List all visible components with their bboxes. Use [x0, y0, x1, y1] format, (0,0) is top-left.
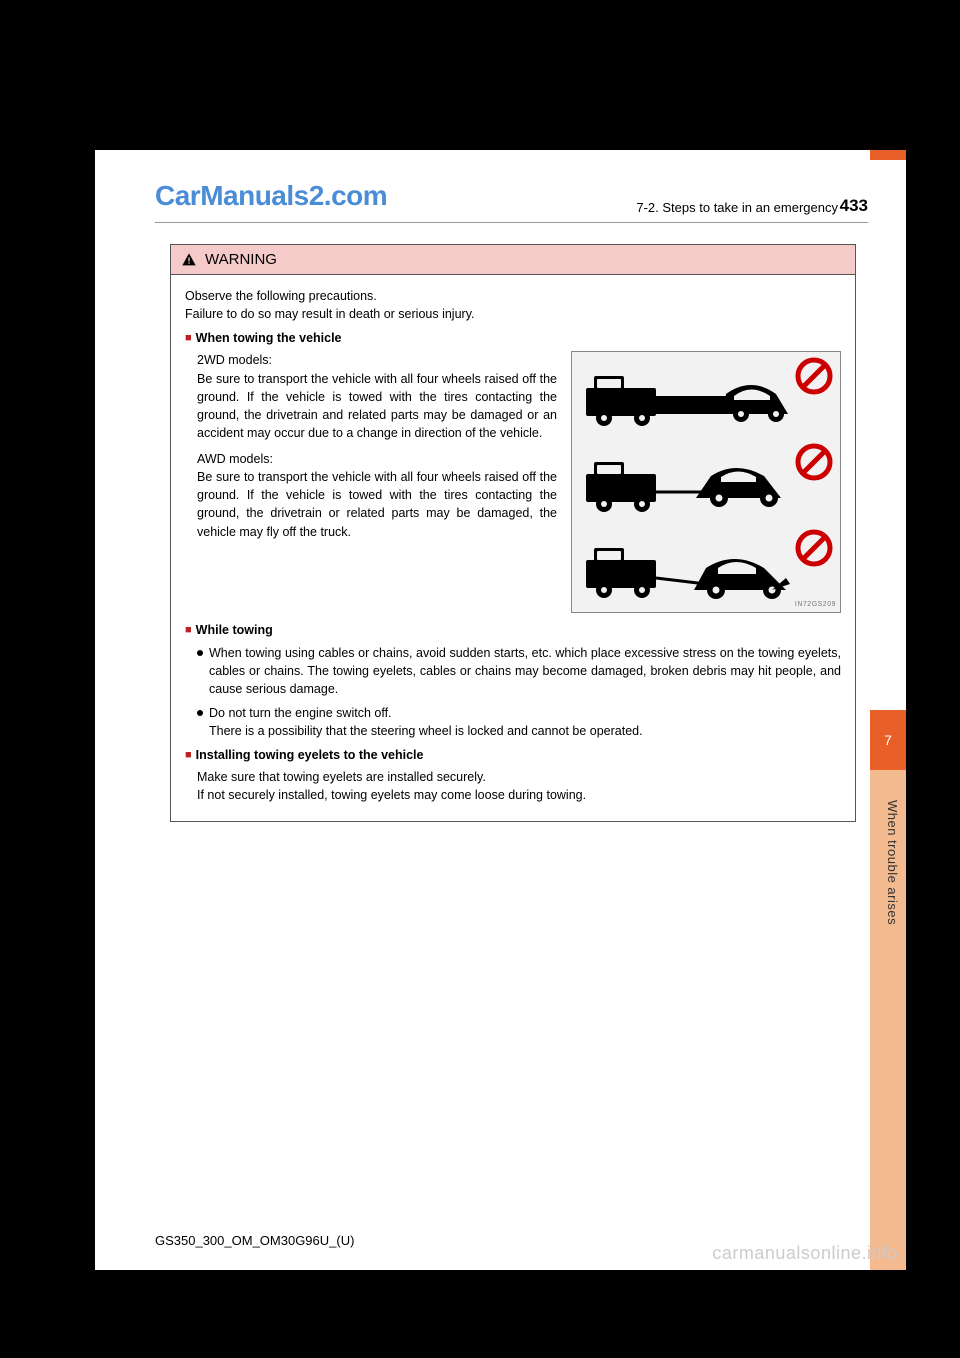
list-item: When towing using cables or chains, avoi… — [197, 644, 841, 698]
square-bullet-icon: ■ — [185, 624, 192, 636]
side-accent-strip — [870, 150, 906, 160]
manual-page: 7 When trouble arises CarManuals2.com 7-… — [95, 150, 906, 1270]
chapter-number: 7 — [884, 732, 892, 748]
towing-two-col: 2WD models: Be sure to transport the veh… — [185, 351, 841, 613]
list-item: Do not turn the engine switch off. There… — [197, 704, 841, 740]
bullet-text: Do not turn the engine switch off. There… — [209, 704, 643, 740]
warning-box: WARNING Observe the following precaution… — [170, 244, 856, 822]
illus-panel-1 — [576, 356, 836, 438]
bullet-dot-icon — [197, 710, 203, 716]
subhead-towing-vehicle: ■When towing the vehicle — [185, 329, 841, 347]
chapter-tab: 7 — [870, 710, 906, 770]
body-awd: Be sure to transport the vehicle with al… — [197, 470, 557, 538]
watermark-bottom: carmanualsonline.info — [712, 1243, 898, 1264]
square-bullet-icon: ■ — [185, 749, 192, 761]
square-bullet-icon: ■ — [185, 332, 192, 344]
warning-body: Observe the following precautions. Failu… — [171, 275, 855, 821]
warning-intro-2: Failure to do so may result in death or … — [185, 305, 841, 323]
footer-doc-code: GS350_300_OM_OM30G96U_(U) — [155, 1233, 354, 1248]
side-tab-region: 7 When trouble arises — [870, 150, 906, 1270]
header-rule — [155, 222, 868, 223]
warning-header: WARNING — [171, 245, 855, 275]
warning-title: WARNING — [205, 251, 277, 268]
body-2wd: Be sure to transport the vehicle with al… — [197, 372, 557, 440]
illus-code: IN72GS209 — [795, 600, 836, 610]
subhead-installing-eyelets: ■Installing towing eyelets to the vehicl… — [185, 746, 841, 764]
while-towing-list: When towing using cables or chains, avoi… — [185, 644, 841, 741]
eyelets-line2: If not securely installed, towing eyelet… — [197, 786, 841, 804]
chapter-label: When trouble arises — [885, 800, 900, 925]
warning-icon — [181, 252, 197, 268]
towing-illustration: IN72GS209 — [571, 351, 841, 613]
label-awd: AWD models: — [197, 452, 273, 466]
watermark-top: CarManuals2.com — [155, 180, 387, 212]
illus-panel-2 — [576, 442, 836, 524]
warning-intro-1: Observe the following precautions. — [185, 287, 841, 305]
eyelets-body: Make sure that towing eyelets are instal… — [185, 768, 841, 804]
bullet-text: When towing using cables or chains, avoi… — [209, 644, 841, 698]
label-2wd: 2WD models: — [197, 353, 272, 367]
page-number: 433 — [840, 196, 868, 216]
subhead-while-towing: ■While towing — [185, 621, 841, 639]
towing-text: 2WD models: Be sure to transport the veh… — [185, 351, 557, 613]
bullet-dot-icon — [197, 650, 203, 656]
section-title: 7-2. Steps to take in an emergency — [636, 200, 838, 215]
eyelets-line1: Make sure that towing eyelets are instal… — [197, 768, 841, 786]
illus-panel-3 — [576, 528, 836, 610]
